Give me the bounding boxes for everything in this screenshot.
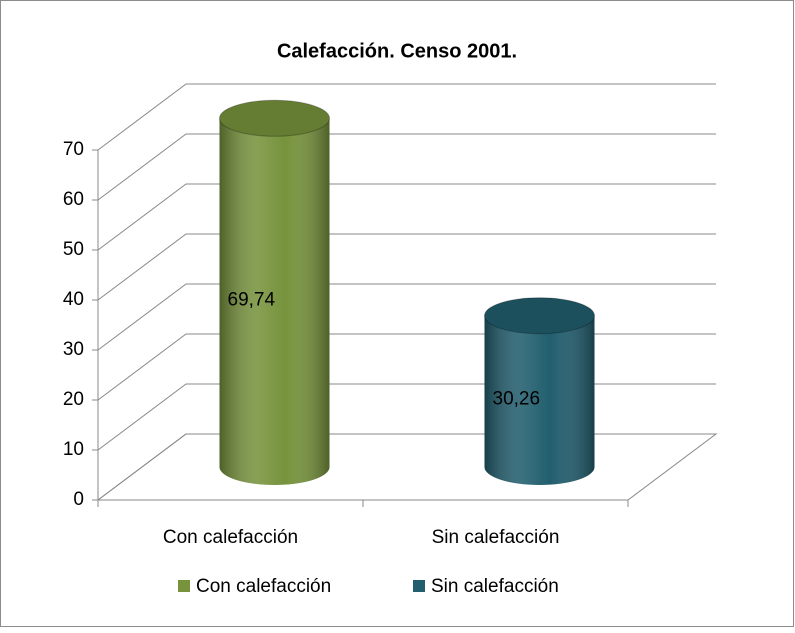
grid-line xyxy=(97,133,716,201)
y-tick-label: 50 xyxy=(63,239,84,260)
legend-label: Con calefacción xyxy=(196,576,331,597)
x-tick-label: Sin calefacción xyxy=(432,527,560,548)
y-tick-label: 40 xyxy=(63,289,84,310)
legend-swatch xyxy=(413,580,425,592)
y-tick-label: 20 xyxy=(63,389,84,410)
data-label: 30,26 xyxy=(493,388,541,409)
y-tick-label: 10 xyxy=(63,439,84,460)
bar-top-shade xyxy=(484,297,595,334)
bar-top xyxy=(484,297,595,335)
bar-shade xyxy=(484,315,595,485)
bar-top xyxy=(219,99,330,137)
bar-top-shade xyxy=(219,100,330,137)
y-tick-label: 70 xyxy=(63,139,84,160)
grid-line xyxy=(97,233,716,301)
chart-title: Calefacción. Censo 2001. xyxy=(277,40,517,62)
grid-line xyxy=(97,83,716,151)
y-tick-label: 0 xyxy=(73,489,84,510)
legend-label: Sin calefacción xyxy=(431,576,559,597)
y-tick-label: 30 xyxy=(63,339,84,360)
grid-line xyxy=(97,283,716,351)
bar-shade xyxy=(219,118,330,486)
y-tick-label: 60 xyxy=(63,189,84,210)
data-label: 69,74 xyxy=(228,290,276,311)
grid-line xyxy=(97,183,716,251)
x-tick-label: Con calefacción xyxy=(163,527,298,548)
legend-swatch xyxy=(178,580,190,592)
